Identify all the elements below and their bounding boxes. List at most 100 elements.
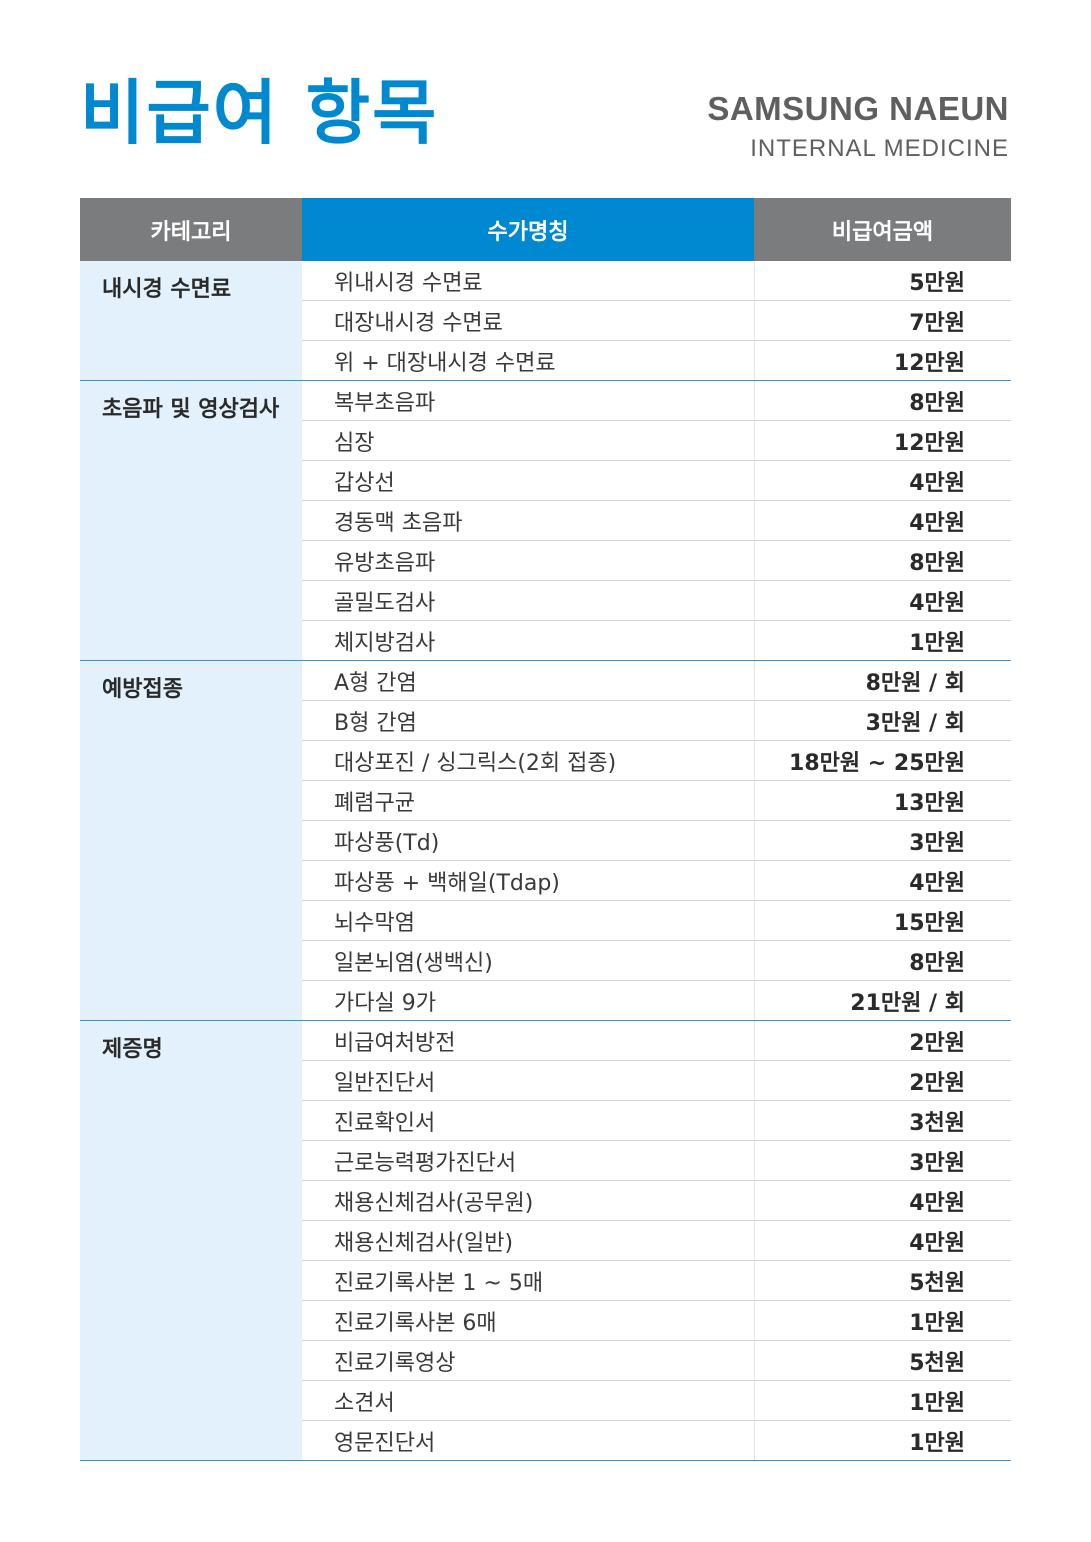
item-name-cell: 비급여처방전: [302, 1020, 755, 1061]
item-name-cell: 대상포진 / 싱그릭스(2회 접종): [302, 740, 755, 781]
table-row: 진료기록사본 6매 1만원: [80, 1300, 1011, 1341]
category-cell: 예방접종: [80, 660, 302, 1021]
item-price-cell: 2만원: [754, 1020, 1011, 1061]
fee-table: 카테고리 수가명칭 비급여금액 내시경 수면료 위내시경 수면료 5만원 대장내시경 …: [80, 198, 1011, 1461]
table-row: 골밀도검사 4만원: [80, 580, 1011, 621]
item-price-cell: 3만원: [754, 1140, 1011, 1181]
table-row: 갑상선 4만원: [80, 460, 1011, 501]
item-name-cell: 소견서: [302, 1380, 755, 1421]
item-price-cell: 4만원: [754, 860, 1011, 901]
item-price-cell: 1만원: [754, 1300, 1011, 1341]
item-name-cell: 진료확인서: [302, 1100, 755, 1141]
item-price-cell: 15만원: [754, 900, 1011, 941]
item-name-cell: 영문진단서: [302, 1420, 755, 1461]
item-name-cell: 복부초음파: [302, 380, 755, 421]
category-cell: 제증명: [80, 1020, 302, 1461]
table-row: 소견서 1만원: [80, 1380, 1011, 1421]
item-price-cell: 4만원: [754, 1180, 1011, 1221]
table-row: 파상풍 + 백해일(Tdap) 4만원: [80, 860, 1011, 901]
item-name-cell: 일본뇌염(생백신): [302, 940, 755, 981]
item-price-cell: 4만원: [754, 580, 1011, 621]
table-row: 진료확인서 3천원: [80, 1100, 1011, 1141]
item-name-cell: 폐렴구균: [302, 780, 755, 821]
item-name-cell: 파상풍(Td): [302, 820, 755, 861]
item-price-cell: 8만원 / 회: [754, 660, 1011, 701]
item-name-cell: 골밀도검사: [302, 580, 755, 621]
item-name-cell: 진료기록사본 6매: [302, 1300, 755, 1341]
item-price-cell: 1만원: [754, 1380, 1011, 1421]
table-header-row: 카테고리 수가명칭 비급여금액: [80, 198, 1011, 261]
item-price-cell: 7만원: [754, 300, 1011, 341]
item-price-cell: 3만원: [754, 820, 1011, 861]
table-row: 근로능력평가진단서 3만원: [80, 1140, 1011, 1181]
item-price-cell: 8만원: [754, 380, 1011, 421]
item-name-cell: 갑상선: [302, 460, 755, 501]
item-name-cell: 심장: [302, 420, 755, 461]
table-row: 일반진단서 2만원: [80, 1060, 1011, 1101]
item-name-cell: 위내시경 수면료: [302, 261, 755, 301]
table-row: 초음파 및 영상검사 복부초음파 8만원: [80, 380, 1011, 661]
table-row: B형 간염 3만원 / 회: [80, 700, 1011, 741]
table-row: 내시경 수면료 위내시경 수면료 5만원: [80, 261, 1011, 381]
item-name-cell: 가다실 9가: [302, 980, 755, 1021]
brand-subtitle: INTERNAL MEDICINE: [750, 135, 1009, 162]
header-category: 카테고리: [80, 198, 302, 261]
item-price-cell: 3천원: [754, 1100, 1011, 1141]
item-name-cell: 진료기록사본 1 ~ 5매: [302, 1260, 755, 1301]
table-row: 뇌수막염 15만원: [80, 900, 1011, 941]
item-name-cell: 대장내시경 수면료: [302, 300, 755, 341]
table-row: 가다실 9가 21만원 / 회: [80, 980, 1011, 1021]
table-row: 예방접종 A형 간염 8만원 / 회: [80, 660, 1011, 1021]
table-row: 채용신체검사(공무원) 4만원: [80, 1180, 1011, 1221]
item-name-cell: A형 간염: [302, 660, 755, 701]
page-title: 비급여 항목: [80, 72, 439, 154]
item-name-cell: 일반진단서: [302, 1060, 755, 1101]
table-row: 파상풍(Td) 3만원: [80, 820, 1011, 861]
item-name-cell: 진료기록영상: [302, 1340, 755, 1381]
item-name-cell: B형 간염: [302, 700, 755, 741]
table-row: 경동맥 초음파 4만원: [80, 500, 1011, 541]
item-price-cell: 8만원: [754, 940, 1011, 981]
item-price-cell: 5만원: [754, 261, 1011, 301]
table-row: 유방초음파 8만원: [80, 540, 1011, 581]
item-price-cell: 1만원: [754, 1420, 1011, 1461]
item-name-cell: 유방초음파: [302, 540, 755, 581]
table-row: 심장 12만원: [80, 420, 1011, 461]
table-row: 진료기록사본 1 ~ 5매 5천원: [80, 1260, 1011, 1301]
item-price-cell: 12만원: [754, 420, 1011, 461]
item-price-cell: 8만원: [754, 540, 1011, 581]
brand-logo: SAMSUNG NAEUN INTERNAL MEDICINE: [707, 92, 1009, 161]
item-name-cell: 뇌수막염: [302, 900, 755, 941]
item-price-cell: 2만원: [754, 1060, 1011, 1101]
item-name-cell: 채용신체검사(공무원): [302, 1180, 755, 1221]
table-row: 대상포진 / 싱그릭스(2회 접종) 18만원 ~ 25만원: [80, 740, 1011, 781]
item-price-cell: 12만원: [754, 340, 1011, 381]
item-price-cell: 4만원: [754, 460, 1011, 501]
item-name-cell: 경동맥 초음파: [302, 500, 755, 541]
table-row: 체지방검사 1만원: [80, 620, 1011, 661]
item-price-cell: 21만원 / 회: [754, 980, 1011, 1021]
table-row: 위 + 대장내시경 수면료 12만원: [80, 340, 1011, 381]
item-name-cell: 채용신체검사(일반): [302, 1220, 755, 1261]
item-price-cell: 3만원 / 회: [754, 700, 1011, 741]
item-name-cell: 근로능력평가진단서: [302, 1140, 755, 1181]
category-cell: 초음파 및 영상검사: [80, 380, 302, 661]
header-price: 비급여금액: [754, 198, 1011, 261]
item-name-cell: 위 + 대장내시경 수면료: [302, 340, 755, 381]
item-price-cell: 4만원: [754, 1220, 1011, 1261]
item-price-cell: 18만원 ~ 25만원: [754, 740, 1011, 781]
item-price-cell: 5천원: [754, 1260, 1011, 1301]
item-name-cell: 체지방검사: [302, 620, 755, 661]
table-row: 폐렴구균 13만원: [80, 780, 1011, 821]
table-row: 진료기록영상 5천원: [80, 1340, 1011, 1381]
header-item-name: 수가명칭: [302, 198, 754, 261]
item-price-cell: 1만원: [754, 620, 1011, 661]
table-row: 일본뇌염(생백신) 8만원: [80, 940, 1011, 981]
item-price-cell: 4만원: [754, 500, 1011, 541]
brand-name: SAMSUNG NAEUN: [707, 90, 1009, 127]
table-row: 영문진단서 1만원: [80, 1420, 1011, 1461]
table-row: 채용신체검사(일반) 4만원: [80, 1220, 1011, 1261]
table-row: 제증명 비급여처방전 2만원: [80, 1020, 1011, 1461]
item-price-cell: 5천원: [754, 1340, 1011, 1381]
table-row: 대장내시경 수면료 7만원: [80, 300, 1011, 341]
